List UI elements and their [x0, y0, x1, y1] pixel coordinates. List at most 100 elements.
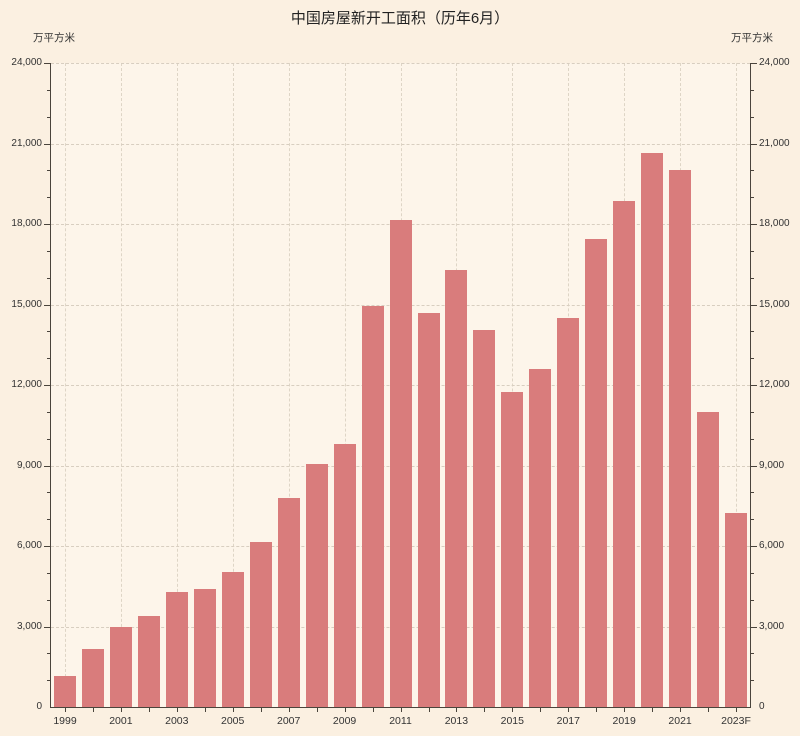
y-tick-right [751, 385, 757, 386]
bar-2019 [613, 201, 636, 707]
x-tick-label: 2007 [277, 715, 301, 727]
bar-2013 [445, 269, 468, 707]
h-gridline [51, 63, 750, 64]
y-tick-label-right: 0 [759, 701, 765, 712]
x-tick [400, 708, 402, 712]
y-tick-left [47, 197, 50, 199]
bar-2010 [361, 305, 384, 707]
y-tick-left [47, 250, 50, 252]
h-gridline [51, 143, 750, 145]
y-tick-right [751, 331, 754, 333]
x-tick-label: 2005 [221, 715, 245, 727]
y-tick-label-right: 9,000 [759, 459, 785, 471]
x-tick [428, 708, 430, 712]
y-tick-right [751, 170, 754, 172]
x-tick-label: 2001 [109, 715, 133, 727]
bar-2006 [249, 542, 272, 707]
y-tick-right [751, 224, 757, 225]
bar-2002 [137, 615, 160, 707]
y-tick-label-left: 12,000 [11, 379, 42, 390]
y-tick-left [44, 304, 50, 306]
y-tick-label-left: 21,000 [11, 137, 42, 149]
y-tick-left [47, 358, 50, 360]
bar-2016 [529, 368, 552, 707]
x-tick-label: 2021 [668, 715, 692, 727]
y-tick-left [47, 277, 50, 279]
y-tick-left [44, 546, 50, 547]
bar-2014 [473, 330, 496, 707]
y-tick-left [47, 331, 50, 333]
y-tick-left [44, 385, 50, 386]
bar-2022 [697, 411, 720, 707]
y-axis-unit-right: 万平方米 [731, 32, 773, 44]
y-tick-right [751, 519, 754, 521]
bar-2020 [641, 152, 664, 707]
bar-2011 [389, 220, 412, 707]
y-tick-right [751, 626, 757, 628]
x-tick [680, 708, 682, 712]
x-tick [344, 708, 346, 712]
y-tick-right [751, 358, 754, 360]
bar-2005 [221, 571, 244, 707]
y-tick-right [751, 653, 754, 655]
x-tick [148, 708, 150, 712]
x-tick [232, 708, 234, 712]
y-tick-label-left: 15,000 [11, 298, 42, 310]
x-tick-label: 2015 [500, 715, 524, 727]
bar-2009 [333, 444, 356, 707]
y-tick-left [44, 465, 50, 467]
y-tick-right [751, 277, 754, 279]
x-tick [708, 708, 710, 712]
plot-area: 0 0 3,000 3,000 6,000 6,000 9,000 9,000 12,000 12… [11, 58, 789, 728]
x-tick-label: 2003 [165, 715, 189, 727]
x-tick [176, 708, 178, 712]
y-tick-left [47, 519, 50, 521]
x-tick [65, 708, 66, 712]
x-tick [120, 708, 122, 712]
x-tick-label: 2017 [556, 715, 580, 727]
y-tick-right [751, 465, 757, 467]
y-tick-label-right: 18,000 [759, 218, 790, 229]
y-tick-left [47, 572, 50, 574]
x-tick [624, 708, 626, 712]
x-tick-label: 2023F [721, 715, 751, 727]
y-tick-left [47, 680, 50, 682]
x-tick [92, 708, 94, 712]
y-tick-label-left: 24,000 [11, 57, 42, 68]
x-tick [540, 708, 542, 712]
y-tick-left [44, 63, 50, 64]
y-tick-left [47, 170, 50, 172]
x-tick [568, 708, 570, 712]
x-tick [512, 708, 514, 712]
y-tick-label-left: 0 [36, 701, 42, 712]
x-tick-label: 2009 [332, 715, 357, 727]
bar-1999 [54, 676, 76, 707]
x-tick-label: 2013 [444, 715, 469, 727]
x-tick [372, 708, 374, 712]
y-tick-right [751, 197, 754, 199]
y-tick-label-right: 15,000 [759, 298, 790, 310]
y-tick-right [751, 250, 754, 252]
y-tick-label-left: 3,000 [16, 620, 42, 632]
y-tick-left [47, 438, 50, 440]
y-tick-right [751, 492, 754, 494]
x-tick [316, 708, 318, 712]
y-tick-right [751, 599, 754, 601]
y-tick-left [47, 599, 50, 601]
y-tick-left [44, 626, 50, 628]
bar-2001 [109, 626, 132, 707]
y-tick-right [751, 438, 754, 440]
y-tick-label-left: 18,000 [11, 218, 42, 229]
x-tick-label: 2019 [612, 715, 636, 727]
y-tick-label-right: 12,000 [759, 379, 790, 390]
bar-2021 [669, 170, 692, 707]
bar-2007 [277, 497, 300, 707]
bar-2008 [305, 464, 328, 707]
bar-2018 [585, 238, 608, 707]
y-tick-label-left: 9,000 [16, 459, 42, 471]
y-axis-unit-left: 万平方米 [33, 32, 75, 44]
y-tick-left [44, 143, 50, 145]
y-tick-right [751, 572, 754, 574]
y-tick-right [751, 680, 754, 682]
